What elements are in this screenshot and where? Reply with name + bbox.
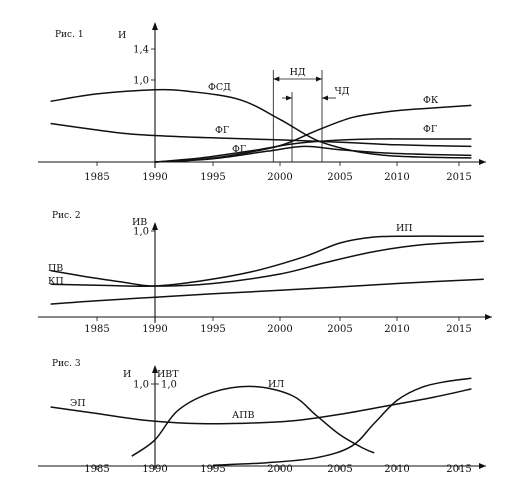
y-axis-arrow (152, 222, 158, 230)
y-tick-label: 1,0 (133, 76, 149, 87)
annotation-arrow (286, 95, 292, 101)
x-axis-arrow (479, 463, 486, 469)
x-tick-label: 1990 (142, 324, 167, 335)
series-line (131, 385, 375, 457)
y-axis-arrow (152, 22, 158, 30)
x-tick-label: 2000 (267, 172, 292, 183)
series-label: КП (48, 276, 64, 287)
series-label: ФГ (232, 144, 246, 155)
x-tick-label: 2010 (384, 324, 409, 335)
x-axis-arrow (485, 314, 492, 320)
x-tick-label: 1995 (200, 172, 225, 183)
x-tick-label: 2015 (446, 172, 471, 183)
x-tick-label: 2000 (267, 464, 292, 475)
x-tick-label: 2010 (384, 172, 409, 183)
y2-tick-label: 1,0 (161, 380, 177, 391)
series-line (50, 122, 472, 148)
x-tick-label: 1995 (200, 324, 225, 335)
y-axis-label: И (118, 30, 126, 41)
x-tick-label: 2005 (327, 324, 352, 335)
x-tick-label: 2005 (327, 172, 352, 183)
series-line (50, 235, 484, 288)
series-label: ФК (423, 95, 439, 106)
y2-axis-label: ИВТ (157, 369, 179, 380)
y-tick-label: 1,4 (133, 45, 149, 56)
x-tick-label: 1985 (84, 172, 109, 183)
series-line (50, 88, 472, 159)
y-axis-arrow (152, 365, 158, 373)
x-tick-label: 2005 (327, 464, 352, 475)
series-line (154, 145, 472, 163)
series-label: ФСД (208, 82, 231, 93)
x-tick-label: 1995 (200, 464, 225, 475)
y-tick-label: 1,0 (133, 227, 149, 238)
annotation-label: НД (290, 67, 306, 78)
y-axis-label: ИВ (132, 217, 147, 228)
y-axis-label: И (123, 369, 131, 380)
series-line (154, 138, 472, 163)
x-tick-label: 2010 (384, 464, 409, 475)
x-tick-label: 2000 (267, 324, 292, 335)
chart-title: Рис. 1 (55, 30, 84, 40)
x-tick-label: 2015 (446, 324, 471, 335)
series-label: ПВ (48, 263, 63, 274)
x-tick-label: 1990 (142, 464, 167, 475)
chart-title: Рис. 3 (52, 359, 81, 369)
chart-panel-1: Рис. 1 И 1,0 1,4 1985 1990 1995 2000 2005 2010 201… (38, 22, 486, 183)
series-line (212, 377, 472, 466)
annotation-arrow (273, 76, 280, 82)
y-tick-label: 1,0 (133, 380, 149, 391)
annotation-arrow (316, 76, 322, 82)
x-tick-label: 1985 (84, 324, 109, 335)
chart-panel-2: Рис. 2 ИВ1,0 1985 1990 1995 2000 2005 2010 2015 И… (38, 211, 492, 335)
series-line (50, 388, 472, 425)
x-axis-arrow (479, 159, 486, 165)
x-tick-label: 2015 (446, 464, 471, 475)
series-label: ЭП (70, 398, 86, 409)
annotation-arrow (322, 95, 328, 101)
x-tick-label: 1990 (142, 172, 167, 183)
chart-title: Рис. 2 (52, 211, 81, 221)
series-label: ФГ (215, 125, 229, 136)
series-line (50, 240, 484, 287)
series-label: ИП (396, 223, 413, 234)
series-label: АПВ (232, 410, 254, 421)
series-label: ФГ (423, 124, 437, 135)
series-line (50, 278, 484, 305)
annotation-label: ЧД (334, 86, 349, 97)
series-label: ИЛ (268, 379, 284, 390)
x-tick-label: 1985 (84, 464, 109, 475)
